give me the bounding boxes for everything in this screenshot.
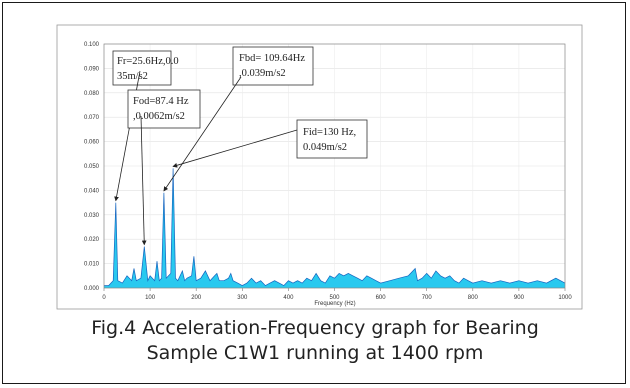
y-tick-label: 0.000	[84, 286, 100, 292]
y-tick-label: 0.100	[84, 42, 100, 48]
x-tick-label: 100	[145, 295, 156, 301]
y-tick-label: 0.070	[84, 115, 100, 121]
annotation-box	[127, 89, 201, 129]
x-tick-label: 200	[191, 295, 202, 301]
x-tick-label: 400	[283, 295, 294, 301]
annotation-arrow	[172, 129, 298, 168]
annotations: Fr=25.6Hz,0.0 35m/s2 Fod=87.4 Hz ,0.0062m/s…	[112, 46, 368, 246]
y-tick-label: 0.050	[84, 164, 100, 170]
series-area	[104, 168, 566, 288]
annotation-box	[112, 50, 172, 86]
y-tick-label: 0.010	[84, 262, 100, 268]
figure-caption: Fig.4 Acceleration-Frequency graph for B…	[0, 316, 630, 366]
caption-line-1: Fig.4 Acceleration-Frequency graph for B…	[91, 317, 539, 339]
axes: 0.000 0.010 0.020 0.030 0.040 0.050 0.060 0.070…	[84, 42, 572, 301]
annotation-text: Fod=87.4 Hz	[133, 96, 189, 107]
annotation-text: ,0.039m/s2	[239, 68, 286, 79]
x-tick-label: 600	[376, 295, 387, 301]
y-tick-label: 0.060	[84, 140, 100, 146]
x-tick-label: 1000	[558, 295, 572, 301]
x-tick-label: 900	[514, 295, 525, 301]
y-tick-label: 0.080	[84, 91, 100, 97]
annotation-text: Fbd= 109.64Hz	[239, 53, 305, 64]
annotation-arrow	[163, 76, 242, 192]
annotation-box	[232, 46, 314, 86]
annotation-arrow	[140, 115, 147, 246]
acceleration-frequency-chart: 0.000 0.010 0.020 0.030 0.040 0.050 0.060 0.070…	[56, 24, 583, 310]
plot-area-border	[103, 43, 566, 289]
annotation-text: 0.049m/s2	[303, 142, 347, 153]
annotation-text: 35m/s2	[117, 71, 148, 82]
x-tick-label: 0	[102, 295, 106, 301]
y-tick-label: 0.040	[84, 188, 100, 194]
y-tick-label: 0.030	[84, 213, 100, 219]
x-tick-label: 500	[329, 295, 340, 301]
annotation-text: Fr=25.6Hz,0.0	[117, 56, 179, 67]
x-tick-label: 700	[422, 295, 433, 301]
x-tick-label: 300	[237, 295, 248, 301]
y-tick-label: 0.020	[84, 237, 100, 243]
caption-line-2: Sample C1W1 running at 1400 rpm	[146, 342, 484, 364]
annotation-text: ,0.0062m/s2	[133, 111, 185, 122]
y-tick-label: 0.090	[84, 66, 100, 72]
annotation-box	[296, 119, 368, 159]
x-tick-label: 800	[468, 295, 479, 301]
annotation-text: Fid=130 Hz,	[303, 127, 356, 138]
x-axis-label: Frequency (Hz)	[314, 301, 355, 307]
spectrum-outline	[104, 168, 566, 287]
